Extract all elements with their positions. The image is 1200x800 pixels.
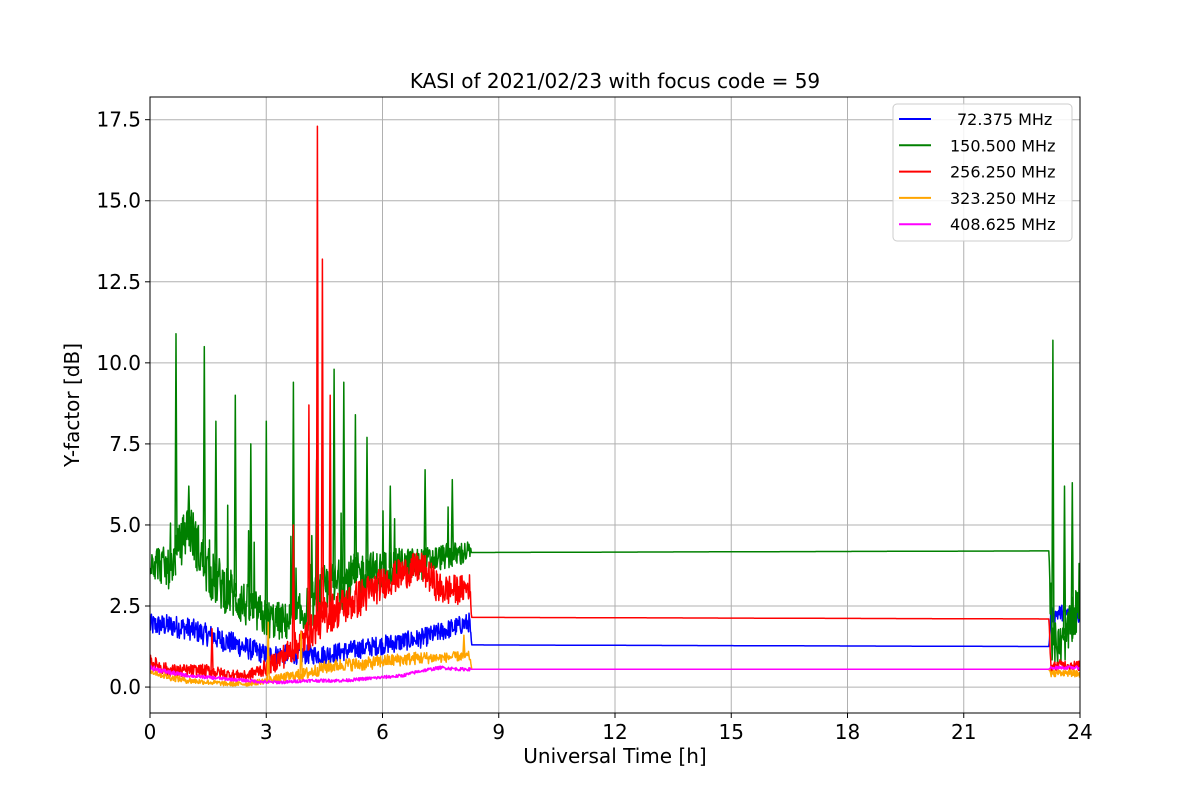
legend: 72.375 MHz 150.500 MHz 256.250 MHz 323.250 … bbox=[892, 103, 1073, 242]
x-axis-label: Universal Time [h] bbox=[523, 744, 706, 768]
x-tick-label: 6 bbox=[376, 720, 389, 744]
x-tick-label: 24 bbox=[1067, 720, 1092, 744]
y-tick-label: 12.5 bbox=[96, 270, 141, 294]
legend-label: 323.250 MHz bbox=[950, 189, 1055, 208]
legend-label: 408.625 MHz bbox=[950, 215, 1055, 234]
x-axis: 0 3 6 9 12 15 18 21 24 bbox=[144, 713, 1093, 744]
legend-label: 150.500 MHz bbox=[950, 136, 1055, 155]
series-150-500-mhz bbox=[150, 332, 1080, 665]
x-tick-label: 0 bbox=[144, 720, 157, 744]
series-line bbox=[150, 604, 1080, 666]
legend-label: 72.375 MHz bbox=[957, 110, 1052, 129]
y-axis-label: Y-factor [dB] bbox=[60, 343, 84, 468]
series-256-250-mhz bbox=[150, 125, 1080, 681]
y-tick-label: 15.0 bbox=[96, 189, 141, 213]
series-line bbox=[150, 664, 1080, 685]
x-tick-label: 3 bbox=[260, 720, 273, 744]
y-tick-label: 10.0 bbox=[96, 351, 141, 375]
y-tick-label: 5.0 bbox=[109, 513, 141, 537]
series-layer bbox=[150, 125, 1080, 687]
x-tick-label: 12 bbox=[602, 720, 627, 744]
plot-area bbox=[150, 125, 1080, 687]
y-tick-label: 0.0 bbox=[109, 675, 141, 699]
series-72-375-mhz bbox=[150, 604, 1080, 666]
y-axis: 0.0 2.5 5.0 7.5 10.0 12.5 15.0 17.5 bbox=[96, 108, 150, 699]
x-tick-label: 9 bbox=[492, 720, 505, 744]
legend-label: 256.250 MHz bbox=[950, 163, 1055, 182]
y-tick-label: 2.5 bbox=[109, 594, 141, 618]
y-tick-label: 17.5 bbox=[96, 108, 141, 132]
chart-title: KASI of 2021/02/23 with focus code = 59 bbox=[410, 69, 820, 93]
series-line bbox=[150, 125, 1080, 681]
series-line bbox=[150, 332, 1080, 665]
x-tick-label: 18 bbox=[835, 720, 860, 744]
y-tick-label: 7.5 bbox=[109, 432, 141, 456]
x-tick-label: 21 bbox=[951, 720, 976, 744]
x-tick-label: 15 bbox=[719, 720, 744, 744]
series-408-625-mhz bbox=[150, 664, 1080, 685]
legend-box bbox=[892, 103, 1073, 242]
